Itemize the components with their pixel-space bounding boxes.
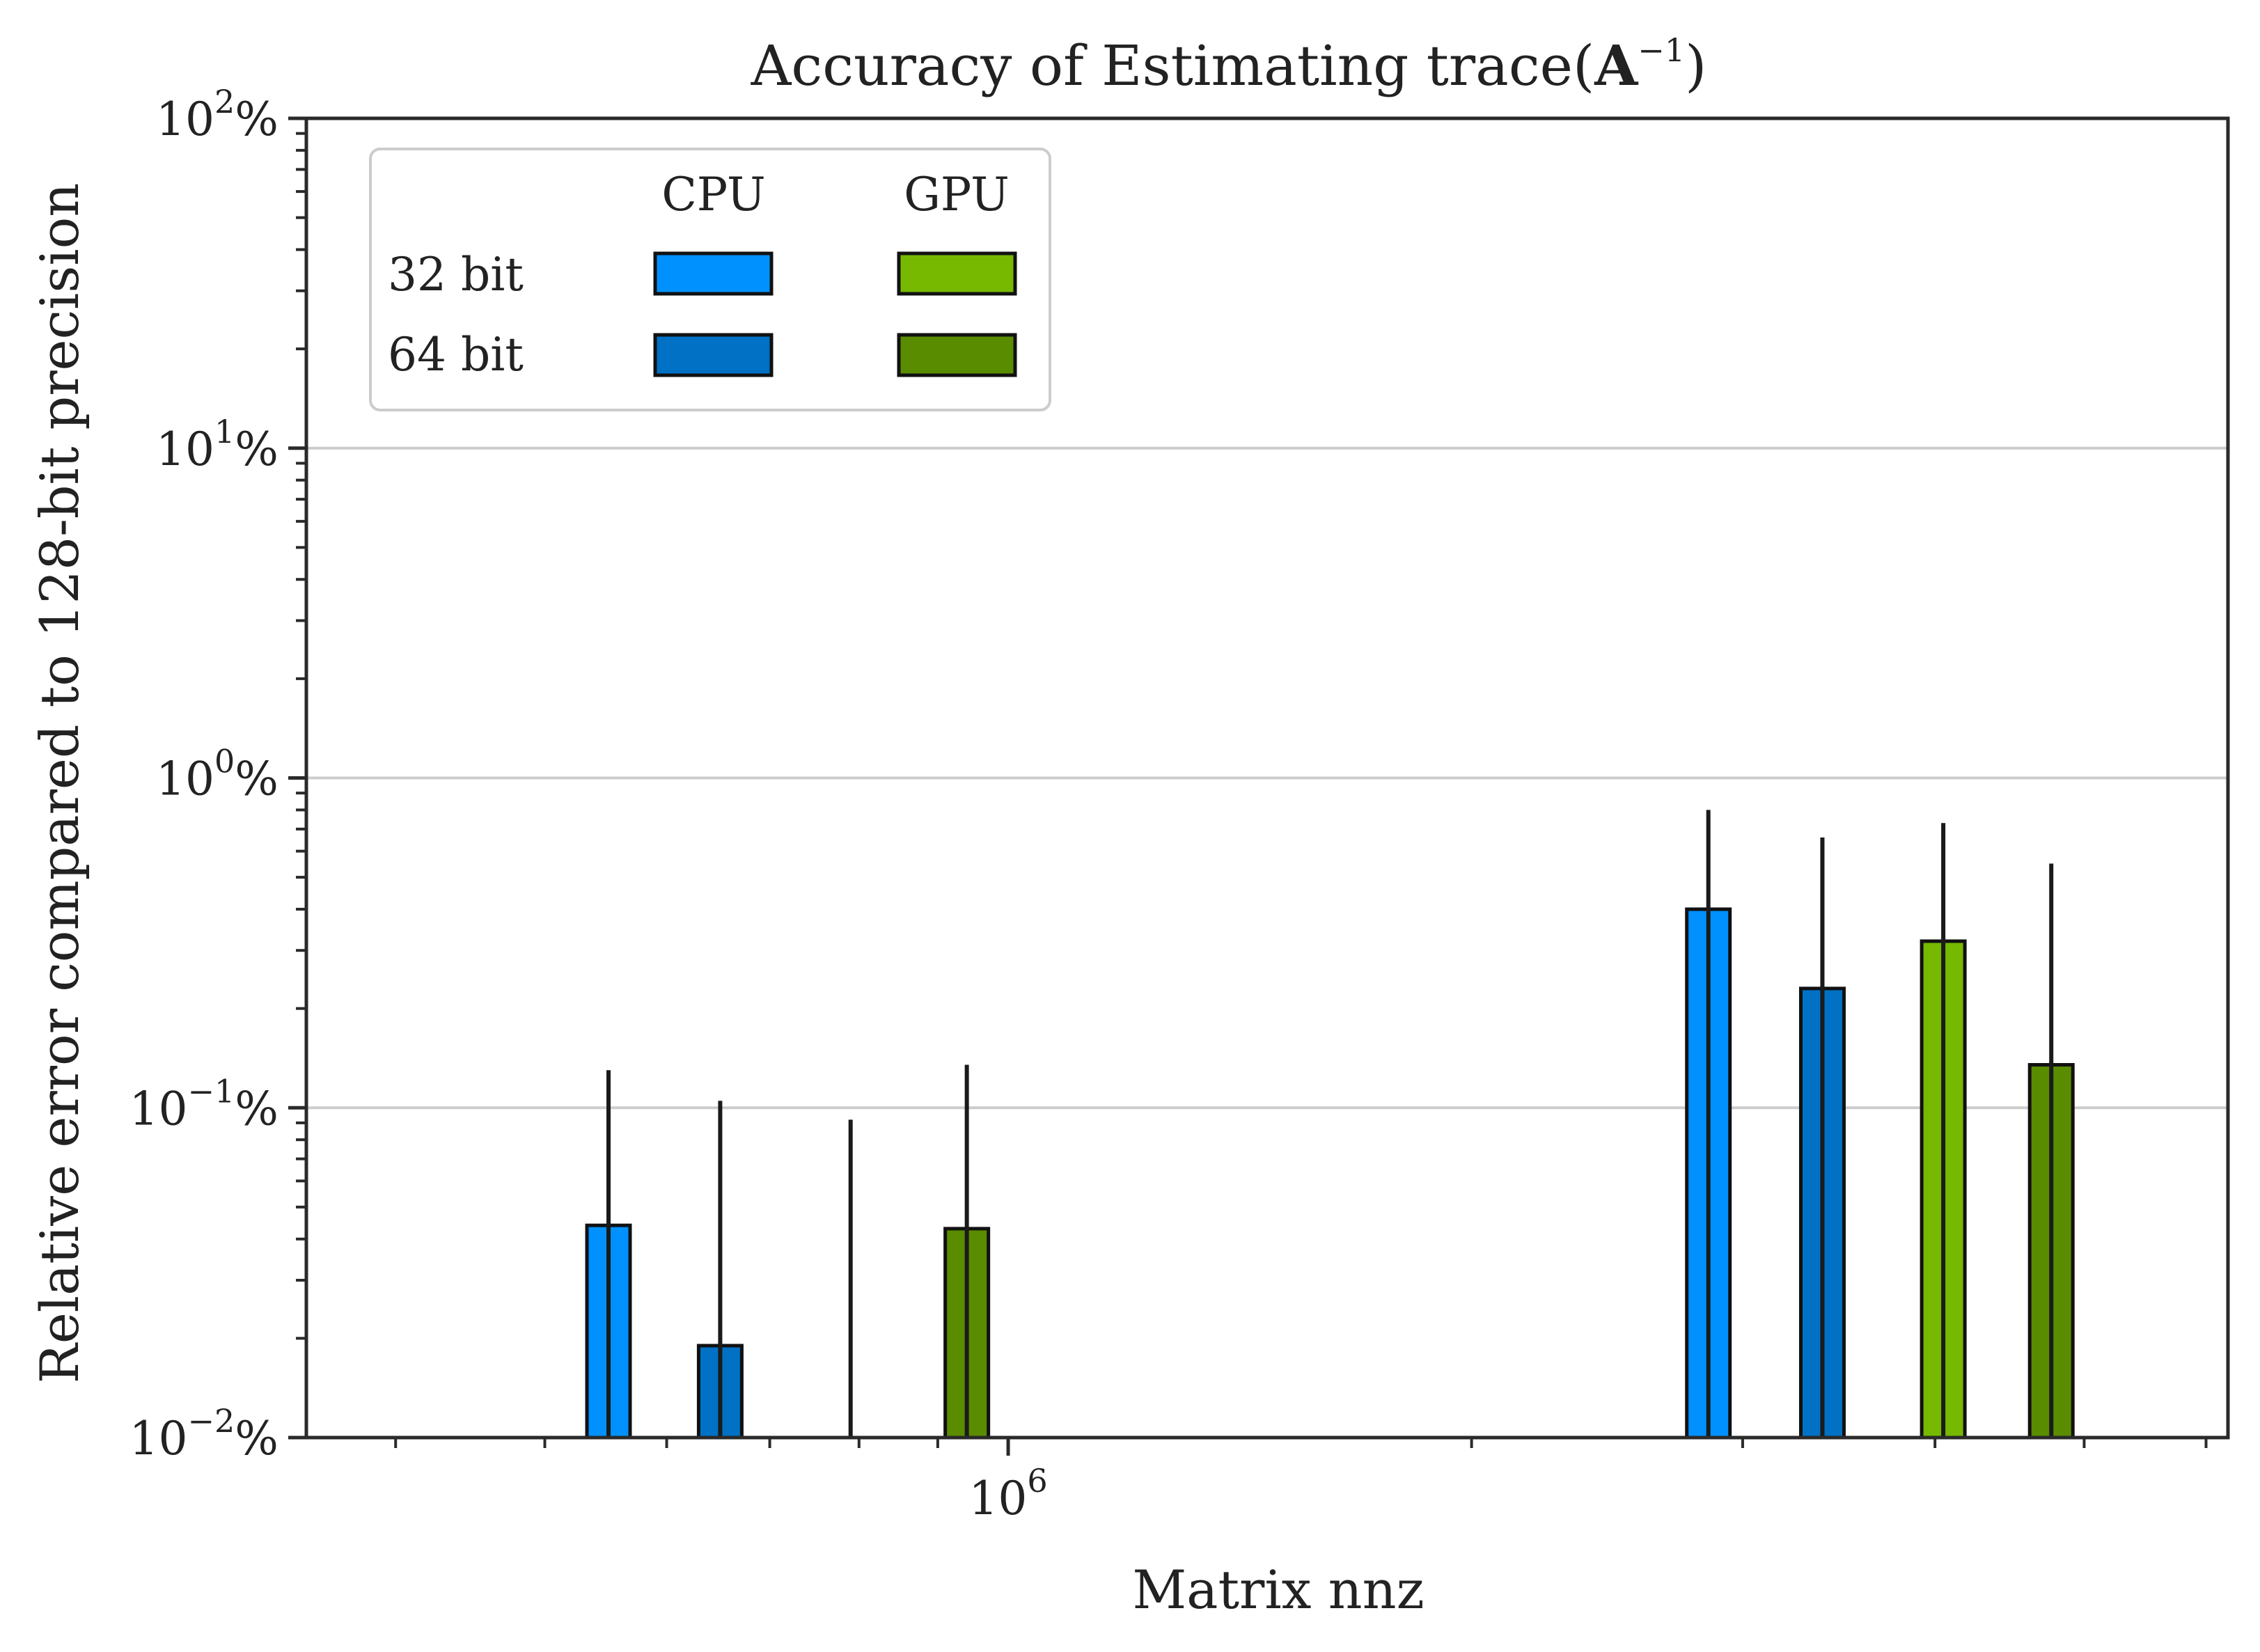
- legend-row-64bit: 64 bit: [388, 328, 524, 381]
- legend: CPU GPU 32 bit 64 bit: [369, 148, 1051, 411]
- legend-swatch-gpu-64bit: [897, 333, 1017, 377]
- gridlines: [306, 446, 2228, 1110]
- y-axis-label: Relative error compared to 128-bit preci…: [29, 183, 91, 1384]
- y-axis-ticks: 10−2% 10−1% 100% 101% 102%: [129, 83, 306, 1465]
- legend-column-cpu: CPU: [661, 168, 765, 221]
- y-tick-label: 101%: [156, 413, 278, 476]
- y-tick-label: 10−1%: [129, 1072, 278, 1135]
- x-tick-label: 106: [968, 1462, 1047, 1525]
- y-tick-label: 10−2%: [129, 1402, 278, 1465]
- x-axis-ticks: 106107108: [394, 1438, 2208, 1525]
- legend-column-gpu: GPU: [904, 168, 1010, 221]
- legend-swatch-cpu-64bit: [653, 333, 774, 377]
- chart-title: Accuracy of Estimating trace(A−1): [751, 31, 1707, 98]
- legend-swatch-cpu-32bit: [653, 251, 774, 296]
- x-axis-label: Matrix nnz: [1132, 1559, 1424, 1621]
- legend-swatch-gpu-32bit: [897, 251, 1017, 296]
- error-bars: [606, 810, 2054, 1438]
- y-tick-label: 102%: [156, 83, 278, 146]
- y-tick-label: 100%: [156, 743, 278, 806]
- legend-row-32bit: 32 bit: [388, 248, 524, 301]
